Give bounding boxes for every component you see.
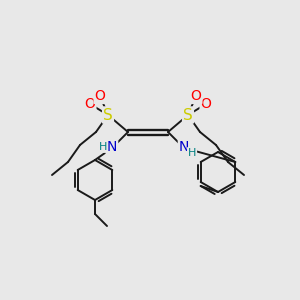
Text: H: H [188, 148, 196, 158]
Text: O: O [190, 89, 201, 103]
Text: H: H [99, 142, 107, 152]
Text: N: N [179, 140, 189, 154]
Text: O: O [85, 97, 95, 111]
Text: O: O [201, 97, 212, 111]
Text: S: S [183, 107, 193, 122]
Text: S: S [103, 107, 113, 122]
Text: N: N [107, 140, 117, 154]
Text: O: O [94, 89, 105, 103]
